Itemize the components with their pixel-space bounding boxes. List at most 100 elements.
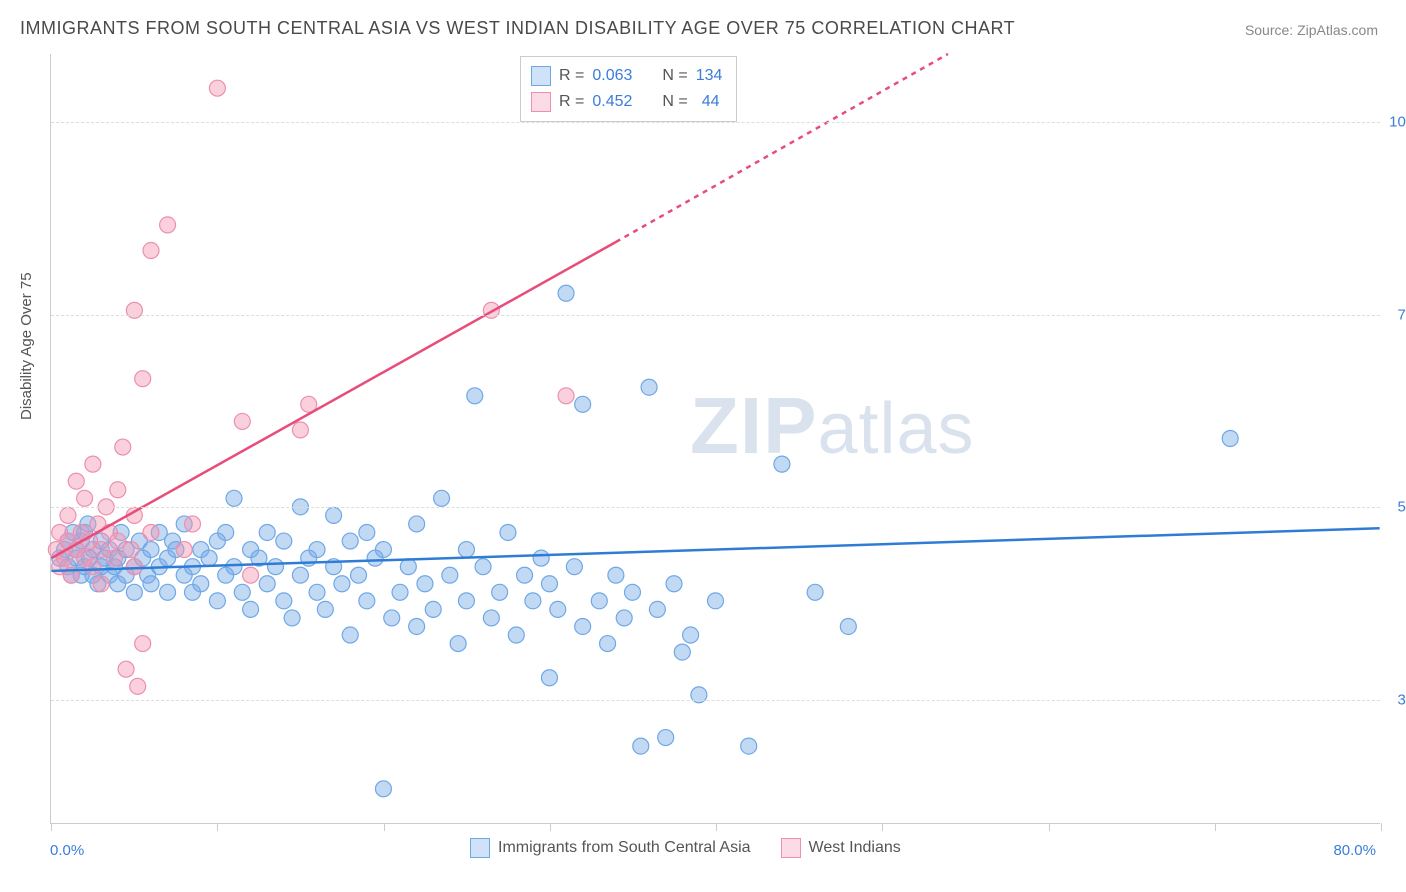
data-point — [683, 627, 699, 643]
data-point — [143, 542, 159, 558]
data-point — [409, 516, 425, 532]
data-point — [658, 730, 674, 746]
data-point — [123, 542, 139, 558]
data-point — [633, 738, 649, 754]
x-tick — [716, 823, 717, 831]
data-point — [475, 559, 491, 575]
legend-n-label: N = — [662, 67, 687, 85]
data-point — [575, 618, 591, 634]
data-point — [641, 379, 657, 395]
x-axis-max-label: 80.0% — [1333, 842, 1376, 859]
bottom-label-1: Immigrants from South Central Asia — [498, 839, 751, 856]
legend-row-pink: R = 0.452 N = 44 — [531, 89, 722, 115]
legend-r-label-2: R = — [559, 93, 584, 111]
data-point — [575, 396, 591, 412]
x-tick — [1215, 823, 1216, 831]
data-point — [259, 524, 275, 540]
legend-r-label: R = — [559, 67, 584, 85]
data-point — [243, 567, 259, 583]
data-point — [334, 576, 350, 592]
data-point — [458, 593, 474, 609]
data-point — [135, 371, 151, 387]
data-point — [209, 593, 225, 609]
data-point — [193, 576, 209, 592]
data-point — [708, 593, 724, 609]
data-point — [359, 593, 375, 609]
data-point — [500, 524, 516, 540]
data-point — [226, 559, 242, 575]
data-point — [342, 627, 358, 643]
data-point — [375, 781, 391, 797]
data-point — [566, 559, 582, 575]
data-point — [317, 601, 333, 617]
data-point — [85, 559, 101, 575]
data-point — [409, 618, 425, 634]
data-point — [541, 670, 557, 686]
bottom-legend: Immigrants from South Central Asia West … — [470, 838, 901, 858]
data-point — [442, 567, 458, 583]
data-point — [284, 610, 300, 626]
data-point — [234, 584, 250, 600]
legend-swatch-blue — [531, 66, 551, 86]
gridline-h — [51, 700, 1380, 701]
x-tick — [1049, 823, 1050, 831]
data-point — [558, 285, 574, 301]
data-point — [375, 542, 391, 558]
data-point — [550, 601, 566, 617]
x-tick — [51, 823, 52, 831]
legend-n-label-2: N = — [662, 93, 687, 111]
data-point — [608, 567, 624, 583]
legend-n-value-blue: 134 — [696, 67, 723, 85]
data-point — [351, 567, 367, 583]
data-point — [276, 593, 292, 609]
bottom-swatch-blue — [470, 838, 490, 858]
data-point — [77, 490, 93, 506]
data-point — [259, 576, 275, 592]
legend-r-value-pink: 0.452 — [592, 93, 632, 111]
data-point — [492, 584, 508, 600]
chart-plot-area: 32.5%55.0%77.5%100.0% — [50, 54, 1380, 824]
data-point — [458, 542, 474, 558]
data-point — [840, 618, 856, 634]
data-point — [558, 388, 574, 404]
y-tick-label: 77.5% — [1385, 306, 1406, 323]
data-point — [126, 584, 142, 600]
y-tick-label: 100.0% — [1385, 114, 1406, 131]
data-point — [143, 576, 159, 592]
data-point — [110, 482, 126, 498]
data-point — [268, 559, 284, 575]
data-point — [434, 490, 450, 506]
data-point — [342, 533, 358, 549]
data-point — [600, 636, 616, 652]
data-point — [384, 610, 400, 626]
data-point — [392, 584, 408, 600]
data-point — [85, 456, 101, 472]
bottom-swatch-pink — [781, 838, 801, 858]
bottom-legend-item-2: West Indians — [781, 838, 901, 858]
data-point — [60, 507, 76, 523]
x-tick — [882, 823, 883, 831]
data-point — [68, 473, 84, 489]
data-point — [425, 601, 441, 617]
data-point — [130, 678, 146, 694]
gridline-h — [51, 315, 1380, 316]
data-point — [774, 456, 790, 472]
data-point — [400, 559, 416, 575]
data-point — [126, 559, 142, 575]
data-point — [807, 584, 823, 600]
data-point — [115, 439, 131, 455]
data-point — [143, 524, 159, 540]
data-point — [143, 243, 159, 259]
bottom-legend-item-1: Immigrants from South Central Asia — [470, 838, 751, 858]
x-axis-min-label: 0.0% — [50, 842, 84, 859]
data-point — [226, 490, 242, 506]
data-point — [209, 80, 225, 96]
data-point — [106, 550, 122, 566]
correlation-legend: R = 0.063 N = 134 R = 0.452 N = 44 — [520, 56, 737, 122]
data-point — [326, 507, 342, 523]
data-point — [135, 636, 151, 652]
data-point — [218, 524, 234, 540]
legend-r-value-blue: 0.063 — [592, 67, 632, 85]
legend-n-value-pink: 44 — [696, 93, 720, 111]
data-point — [234, 413, 250, 429]
